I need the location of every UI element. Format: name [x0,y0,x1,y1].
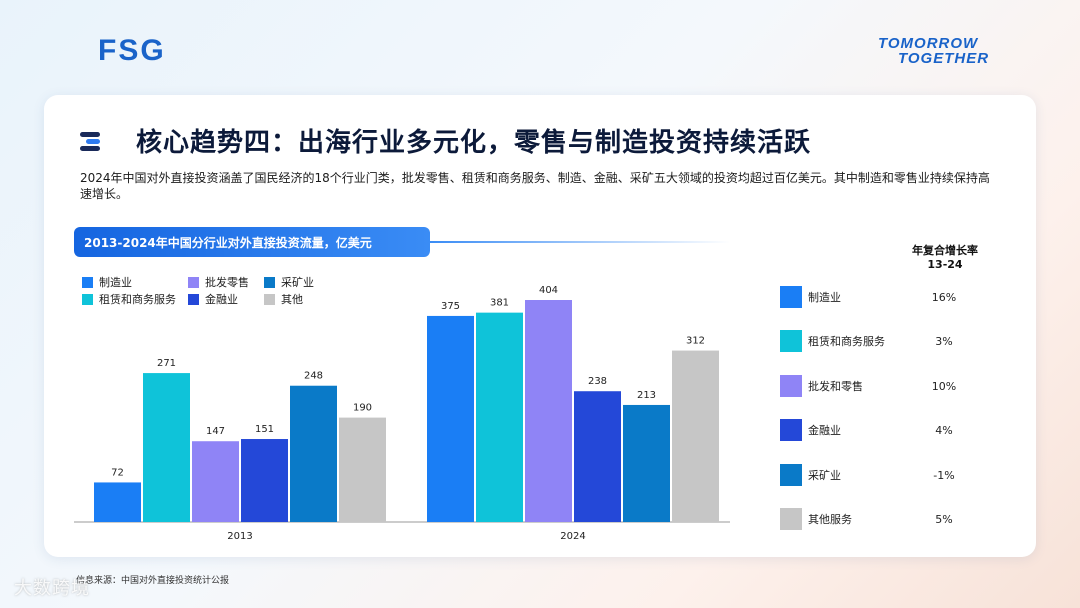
bar [143,373,190,522]
bar [574,391,621,522]
bar [339,417,386,522]
source-note: 信息来源：中国对外直接投资统计公报 [76,576,230,586]
tomorrow-together-logo: TOMORROW TOGETHER [878,36,989,66]
cagr-row: 批发和零售 10% [780,375,1000,397]
legend-label: 批发零售 [205,276,249,289]
chart-title-rule [430,241,730,243]
bar [192,441,239,522]
cagr-value: 5% [935,512,953,526]
cagr-title-line2: 13-24 [927,258,963,271]
legend-item: 批发零售 [188,275,264,289]
bar-value-label: 190 [353,403,372,414]
cagr-category: 采矿业 [808,469,841,482]
bar-value-label: 213 [637,390,656,401]
bar [476,312,523,522]
legend-item: 采矿业 [264,275,354,289]
bar-value-label: 147 [206,426,225,437]
bar-value-label: 381 [490,298,509,309]
cagr-row: 制造业 16% [780,286,1000,308]
legend-item: 其他 [264,292,354,306]
bar [290,385,337,522]
cagr-swatch [780,375,802,397]
cagr-value: 4% [935,423,953,437]
legend-swatch [82,293,93,305]
legend-swatch [82,276,93,288]
cagr-row: 其他服务 5% [780,508,1000,530]
legend-item: 租赁和商务服务 [82,292,188,306]
legend-swatch [264,293,275,305]
legend-swatch [188,276,199,288]
cagr-swatch [780,464,802,486]
cagr-category: 其他服务 [808,513,852,526]
cagr-category: 租赁和商务服务 [808,335,885,348]
tagline-line1: TOMORROW [878,35,979,52]
legend-label: 租赁和商务服务 [99,293,176,306]
legend-swatch [264,276,275,288]
bar [427,315,474,522]
bar-value-label: 151 [255,424,274,435]
bar [525,300,572,522]
legend-item: 制造业 [82,275,188,289]
cagr-value: 16% [931,290,957,304]
cagr-title: 年复合增长率 13-24 [890,244,1000,272]
bar-value-label: 238 [588,376,607,387]
fsg-logo: FSG [98,34,166,67]
cagr-swatch [780,286,802,308]
tagline-line2: TOGETHER [898,50,990,67]
cagr-row: 采矿业 -1% [780,464,1000,486]
bar-value-label: 375 [441,301,460,312]
legend-label: 制造业 [99,276,132,289]
cagr-swatch [780,419,802,441]
x-tick-label: 2013 [227,531,252,542]
cagr-value: 10% [931,379,957,393]
bar [94,482,141,522]
legend-label: 其他 [281,293,303,306]
legend-label: 采矿业 [281,276,314,289]
bar-value-label: 312 [686,336,705,347]
cagr-row: 租赁和商务服务 3% [780,330,1000,352]
x-tick-label: 2024 [560,531,585,542]
page-description: 2024年中国对外直接投资涵盖了国民经济的18个行业门类，批发零售、租赁和商务服… [80,171,990,201]
cagr-row: 金融业 4% [780,419,1000,441]
bar [623,404,670,522]
chart-title: 2013-2024年中国分行业对外直接投资流量，亿美元 [74,227,430,257]
legend-label: 金融业 [205,293,238,306]
page-title-row: 核心趋势四：出海行业多元化，零售与制造投资持续活跃 [80,122,811,158]
chart-legend: 制造业 批发零售 采矿业租赁和商务服务 金融业 其他 [82,275,354,306]
cagr-title-line1: 年复合增长率 [912,244,978,257]
watermark: 大数跨境 [14,578,90,599]
cagr-category: 制造业 [808,291,841,304]
bar [672,350,719,522]
cagr-swatch [780,508,802,530]
cagr-value: -1% [933,468,955,482]
cagr-category: 批发和零售 [808,380,863,393]
page-title: 核心趋势四：出海行业多元化，零售与制造投资持续活跃 [136,127,812,158]
legend-swatch [188,293,199,305]
bar-value-label: 248 [304,371,323,382]
bar [241,439,288,522]
title-bars-icon [80,128,102,152]
bar-value-label: 404 [539,285,558,296]
legend-item: 金融业 [188,292,264,306]
bar-value-label: 72 [111,467,124,478]
cagr-category: 金融业 [808,424,841,437]
cagr-swatch [780,330,802,352]
cagr-value: 3% [935,334,953,348]
bar-value-label: 271 [157,358,176,369]
